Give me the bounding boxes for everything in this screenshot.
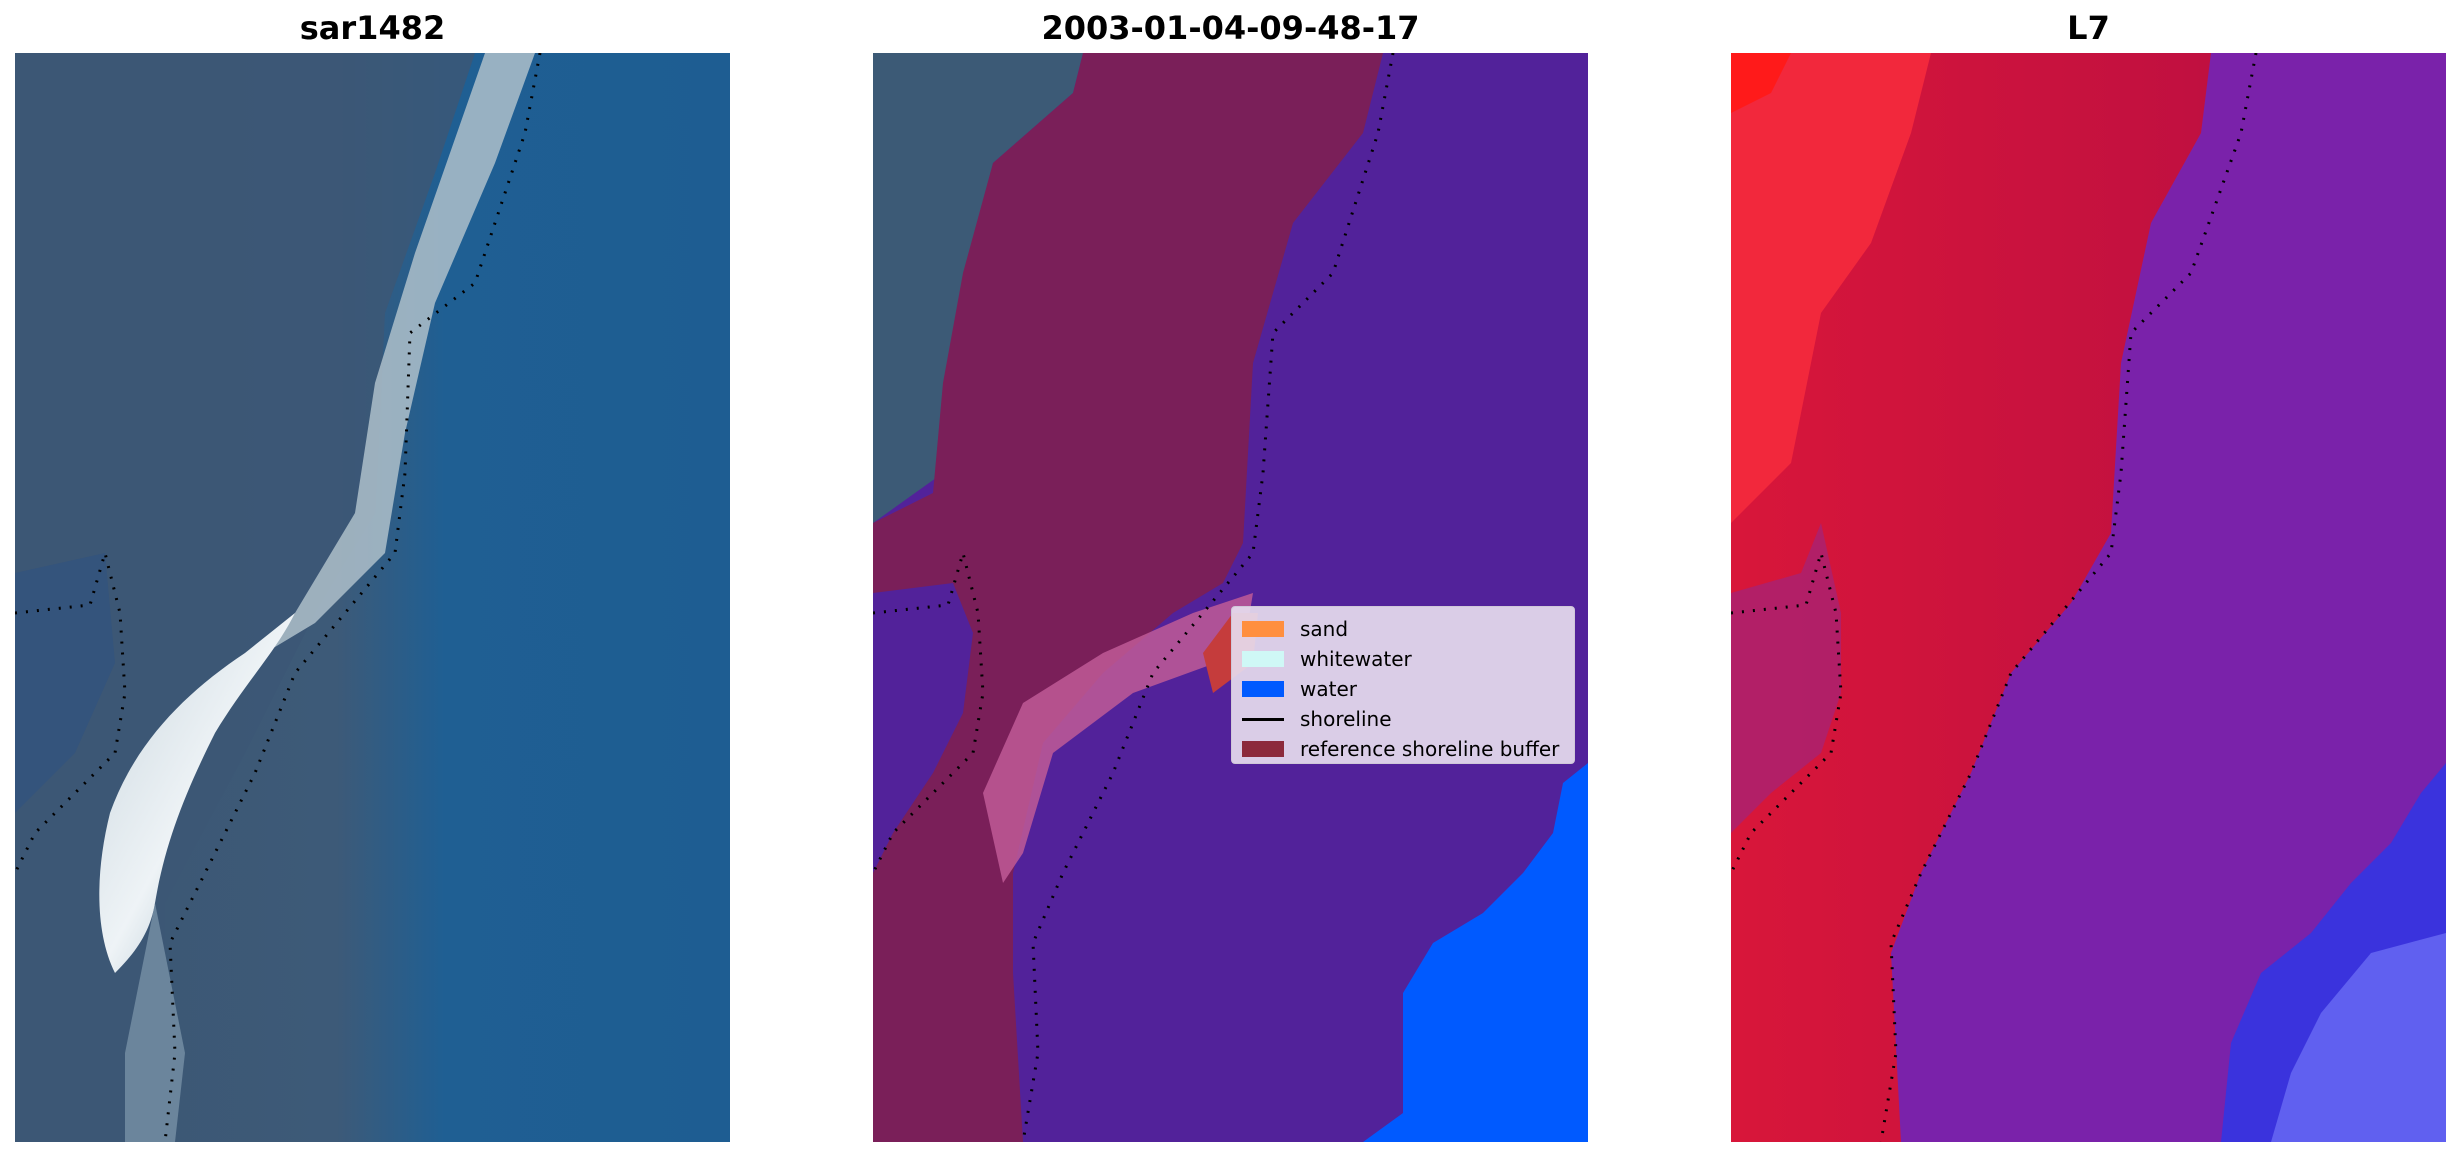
legend-label: shoreline bbox=[1300, 707, 1392, 731]
panel-title-classification: 2003-01-04-09-48-17 bbox=[1041, 9, 1420, 47]
legend-item-reference-buffer: reference shoreline buffer bbox=[1242, 734, 1564, 764]
legend-label: water bbox=[1300, 677, 1357, 701]
legend-item-sand: sand bbox=[1242, 614, 1564, 644]
legend-item-whitewater: whitewater bbox=[1242, 644, 1564, 674]
legend-label: sand bbox=[1300, 617, 1349, 641]
legend-swatch-reference-buffer bbox=[1242, 741, 1284, 757]
legend-label: reference shoreline buffer bbox=[1300, 737, 1560, 761]
false-color-image bbox=[1731, 53, 2446, 1142]
panel-title-rgb: sar1482 bbox=[299, 9, 446, 47]
legend: sand whitewater water shoreline referenc… bbox=[1231, 606, 1575, 764]
panel-title-l7: L7 bbox=[2067, 9, 2110, 47]
legend-swatch-water bbox=[1242, 681, 1284, 697]
legend-swatch-sand bbox=[1242, 621, 1284, 637]
legend-item-water: water bbox=[1242, 674, 1564, 704]
legend-line-shoreline bbox=[1242, 717, 1284, 721]
classification-overlay-image bbox=[873, 53, 1588, 1142]
legend-item-shoreline: shoreline bbox=[1242, 704, 1564, 734]
legend-swatch-whitewater bbox=[1242, 651, 1284, 667]
legend-label: whitewater bbox=[1300, 647, 1412, 671]
rgb-satellite-image bbox=[15, 53, 730, 1142]
